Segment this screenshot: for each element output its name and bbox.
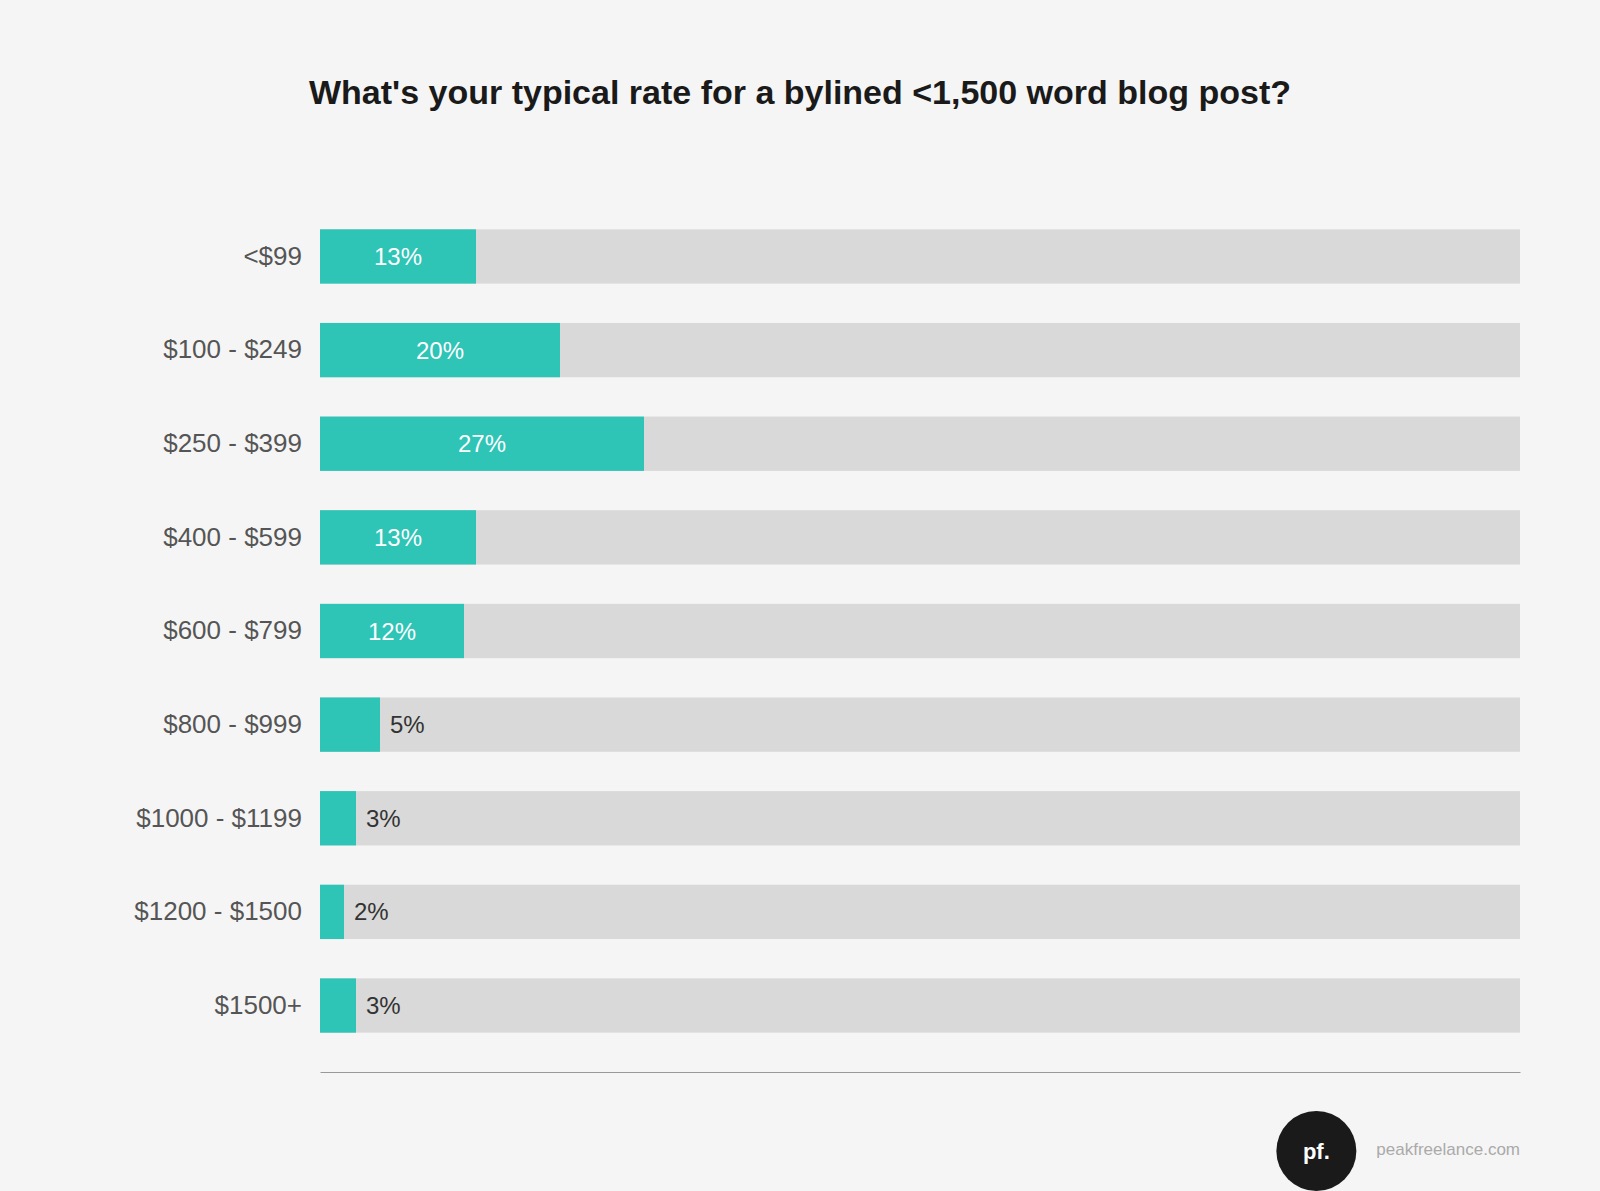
background [0,0,1600,1191]
track-bar [320,697,1520,751]
chart: What's your typical rate for a bylined <… [0,0,1600,1191]
y-tick: $800 - $999 [163,709,302,739]
track-bar [320,885,1520,939]
watermark: peakfreelance.com [1376,1140,1520,1159]
data-label: 13% [374,524,422,551]
track-bar [320,604,1520,658]
bar [320,791,356,845]
logo-circle [1276,1111,1356,1191]
data-label: 3% [366,805,401,832]
y-tick-label: $600 - $799 [163,615,302,645]
y-tick-label: $1500+ [215,990,302,1020]
title: What's your typical rate for a bylined <… [309,73,1291,111]
data-label: 27% [458,430,506,457]
y-tick-label: $1000 - $1199 [136,803,302,833]
bar [320,697,380,751]
y-tick: $600 - $799 [163,615,302,645]
bar [320,417,644,471]
data-label: 3% [366,992,401,1019]
y-tick: $1000 - $1199 [136,803,302,833]
bar [320,885,344,939]
data-label: 5% [390,711,425,738]
y-tick-label: $800 - $999 [163,709,302,739]
bar [320,323,560,377]
bar [320,229,476,283]
y-tick-label: $250 - $399 [163,428,302,458]
x-axis [321,1072,1521,1073]
y-tick: $250 - $399 [163,428,302,458]
track-bar [320,978,1520,1032]
track-bar [320,791,1520,845]
data-label: 2% [354,898,389,925]
y-tick-label: <$99 [243,241,302,271]
bars [320,229,1520,1032]
track-bar [320,229,1520,283]
data-label: 20% [416,337,464,364]
y-axis: <$99 $100 - $249 $250 - $399 $400 - $599 $60… [134,241,302,1020]
y-tick-label: $1200 - $1500 [134,896,302,926]
y-tick-label: $100 - $249 [163,334,302,364]
logo: pf. [1276,1111,1356,1191]
data-label: 13% [374,243,422,270]
x-axis-line [321,1072,1521,1073]
y-tick: $400 - $599 [163,522,302,552]
track-bar [320,417,1520,471]
track-bar [320,323,1520,377]
data-label: 12% [368,618,416,645]
bar [320,604,464,658]
data-labels: 13% 20% 27% 13% 12% 5% 3% 2% 3% [354,243,506,1019]
y-tick: $1200 - $1500 [134,896,302,926]
y-tick: $1500+ [215,990,302,1020]
y-tick: <$99 [243,241,302,271]
logo-text: pf. [1303,1139,1330,1164]
bar [320,510,476,564]
y-tick: $100 - $249 [163,334,302,364]
bar [320,978,356,1032]
track-bar [320,510,1520,564]
y-tick-label: $400 - $599 [163,522,302,552]
